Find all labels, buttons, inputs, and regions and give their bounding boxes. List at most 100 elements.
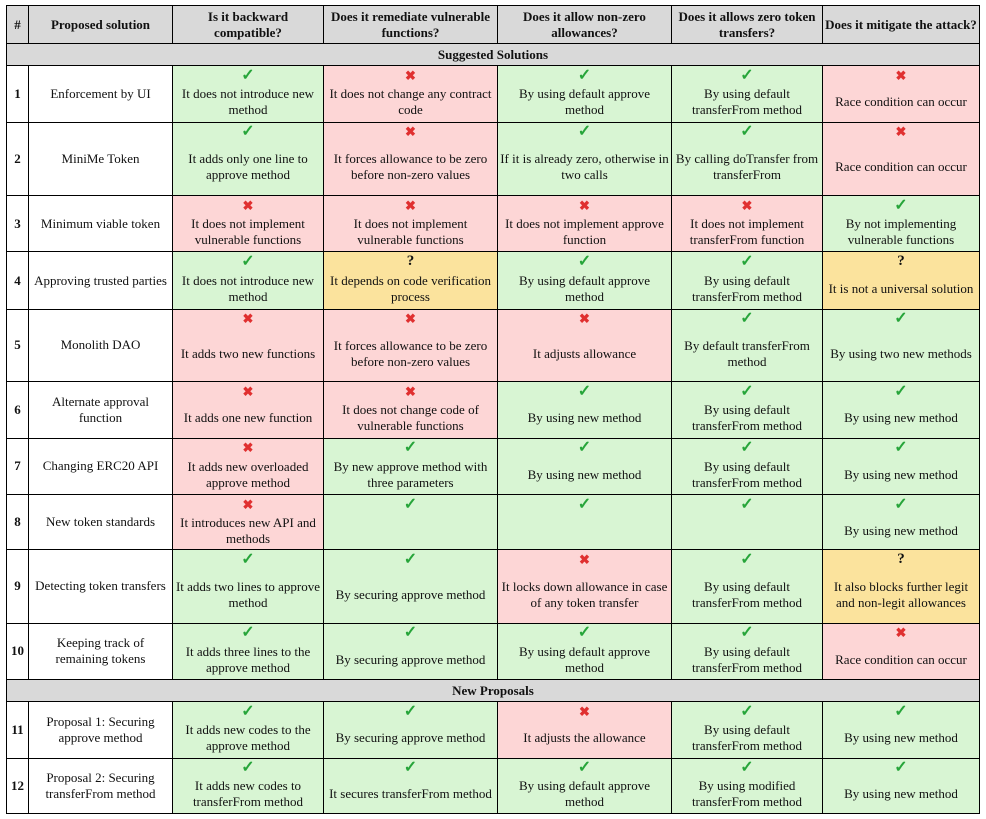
cell-text: By using default transferFrom method [691,273,803,304]
cross-icon: ✖ [405,197,416,213]
cell-text: It adjusts the allowance [523,730,646,746]
cell-mitigate: ✓ By using two new methods [822,308,980,383]
cell-zero-transfers: ✓ By using default transferFrom method [671,65,823,123]
check-icon: ✓ [241,624,255,642]
cell-text: By using default transferFrom method [691,86,803,118]
cell-text: It secures transferFrom method [329,786,492,802]
cell-nonzero-allowances: ✓ By using default approve method [497,622,672,681]
cell-text: It does not introduce new method [181,86,315,118]
table-row: 2 MiniMe Token ✓ It adds only one line to a… [6,121,980,196]
cell-text: By default transferFrom method [684,337,810,369]
check-icon: ✓ [403,624,418,642]
cell-mitigate: ✓ By using new method [822,493,980,551]
cell-text: It depends on code verification process [330,273,491,304]
cell-nonzero-allowances: ✓ By using new method [497,437,672,495]
cell-text: It adjusts allowance [532,345,637,361]
solution-name: Enforcement by UI [28,65,173,123]
check-icon: ✓ [577,66,592,84]
cell-remediate: ✖ It forces allowance to be zero before n… [323,121,498,196]
check-icon: ✓ [241,123,255,141]
cross-icon: ✖ [895,67,907,83]
cell-text: Race condition can occur [835,159,967,175]
check-icon: ✓ [740,702,754,720]
cross-icon: ✖ [405,67,416,83]
cell-remediate: ✓ It secures transferFrom method [323,757,498,815]
cell-nonzero-allowances: ✓ By using default approve method [497,757,672,815]
solution-name: Proposal 2: Securing transferFrom method [28,757,173,815]
cell-text: It adds two new functions [180,345,316,361]
table-row: 8 New token standards ✖ It introduces new A… [6,493,980,551]
check-icon: ✓ [403,550,418,568]
cell-backward-compatible: ✓ It adds new codes to transferFrom metho… [172,757,324,815]
cell-backward-compatible: ✓ It adds only one line to approve method [172,121,324,196]
row-number: 3 [6,194,29,253]
row-number: 6 [6,381,29,439]
solution-name: Changing ERC20 API [28,437,173,495]
cell-text: By securing approve method [335,730,486,746]
check-icon: ✓ [740,439,754,457]
cell-backward-compatible: ✓ It adds two lines to approve method [172,549,324,624]
cell-text: By securing approve method [335,586,486,602]
cross-icon: ✖ [242,311,254,327]
check-icon: ✓ [894,702,908,720]
row-number: 4 [6,251,29,310]
cross-icon: ✖ [405,124,416,140]
cell-zero-transfers: ✓ [671,493,823,551]
cell-nonzero-allowances: ✓ By using new method [497,381,672,439]
cell-text: By using default transferFrom method [691,402,803,434]
cell-remediate: ✓ By securing approve method [323,549,498,624]
check-icon: ✓ [241,702,255,720]
check-icon: ✓ [740,624,754,642]
cross-icon: ✖ [579,197,590,213]
cell-text: By new approve method with three paramet… [333,458,488,490]
cell-zero-transfers: ✓ By using default transferFrom method [671,549,823,624]
cell-backward-compatible: ✖ It introduces new API and methods [172,493,324,551]
check-icon: ✓ [577,624,592,642]
table-row: 6 Alternate approval function ✖ It adds one… [6,381,980,439]
cell-mitigate: ✓ By using new method [822,381,980,439]
row-number: 9 [6,549,29,624]
cell-text: It is not a universal solution [828,281,974,296]
cell-text: By using default approve method [518,273,651,304]
cell-text: It adds one new function [183,410,313,426]
check-icon: ✓ [241,253,255,270]
solution-name: New token standards [28,493,173,551]
check-icon: ✓ [577,382,592,400]
cell-text: It does not implement transferFrom funct… [689,216,805,248]
cross-icon: ✖ [579,551,590,567]
question-icon: ? [897,550,905,567]
solution-name: Proposal 1: Securing approve method [28,701,173,759]
cell-mitigate: ✖ Race condition can occur [822,121,980,196]
section-title: New Proposals [6,679,980,703]
header-row: # Proposed solution Is it backward compa… [6,5,980,44]
cell-text: By using default approve method [518,778,651,810]
cross-icon: ✖ [405,311,416,327]
table-row: 3 Minimum viable token ✖ It does not implem… [6,194,980,253]
cell-mitigate: ? It also blocks further legit and non-le… [822,549,980,624]
check-icon: ✓ [740,253,754,270]
check-icon: ✓ [894,495,908,513]
row-number: 1 [6,65,29,123]
cell-text: It does not implement vulnerable functio… [353,216,468,248]
cell-zero-transfers: ✓ By using default transferFrom method [671,437,823,495]
row-number: 5 [6,308,29,383]
check-icon: ✓ [894,310,908,328]
solution-name: Monolith DAO [28,308,173,383]
cell-backward-compatible: ✖ It adds two new functions [172,308,324,383]
cross-icon: ✖ [242,496,254,512]
cell-backward-compatible: ✓ It adds three lines to the approve meth… [172,622,324,681]
cell-remediate: ✖ It does not change code of vulnerable f… [323,381,498,439]
row-number: 12 [6,757,29,815]
cell-nonzero-allowances: ✓ [497,493,672,551]
row-number: 11 [6,701,29,759]
cell-text: By securing approve method [335,651,486,667]
check-icon: ✓ [740,550,754,568]
solution-name: Alternate approval function [28,381,173,439]
cross-icon: ✖ [741,197,753,213]
table-body: Suggested Solutions 1 Enforcement by UI ✓ It… [6,42,980,815]
cell-text: By using default transferFrom method [691,578,803,610]
check-icon: ✓ [577,253,592,270]
cell-text: It does not change code of vulnerable fu… [342,402,479,434]
question-icon: ? [406,253,415,269]
cell-text: It adds two lines to approve method [175,578,321,610]
